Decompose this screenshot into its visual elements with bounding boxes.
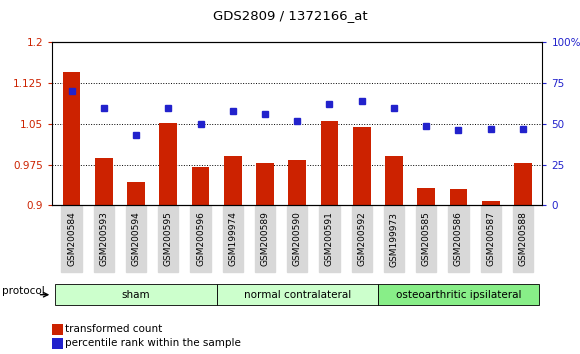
Text: sham: sham <box>122 290 150 300</box>
Bar <box>353 127 371 205</box>
Bar <box>288 160 306 205</box>
Text: GDS2809 / 1372166_at: GDS2809 / 1372166_at <box>213 9 367 22</box>
Bar <box>160 123 177 205</box>
Text: osteoarthritic ipsilateral: osteoarthritic ipsilateral <box>396 290 521 300</box>
Bar <box>450 189 467 205</box>
Text: percentile rank within the sample: percentile rank within the sample <box>65 338 241 348</box>
Bar <box>514 163 532 205</box>
FancyBboxPatch shape <box>56 284 217 305</box>
Bar <box>385 156 403 205</box>
Bar <box>127 182 145 205</box>
Text: protocol: protocol <box>2 286 45 296</box>
Text: normal contralateral: normal contralateral <box>244 290 351 300</box>
FancyBboxPatch shape <box>378 284 539 305</box>
Bar <box>321 121 338 205</box>
Bar <box>418 188 435 205</box>
Bar <box>224 156 242 205</box>
Bar <box>256 163 274 205</box>
Bar <box>191 167 209 205</box>
Text: transformed count: transformed count <box>65 324 162 334</box>
Bar <box>63 72 81 205</box>
FancyBboxPatch shape <box>217 284 378 305</box>
Bar <box>95 158 113 205</box>
Bar <box>482 201 499 205</box>
